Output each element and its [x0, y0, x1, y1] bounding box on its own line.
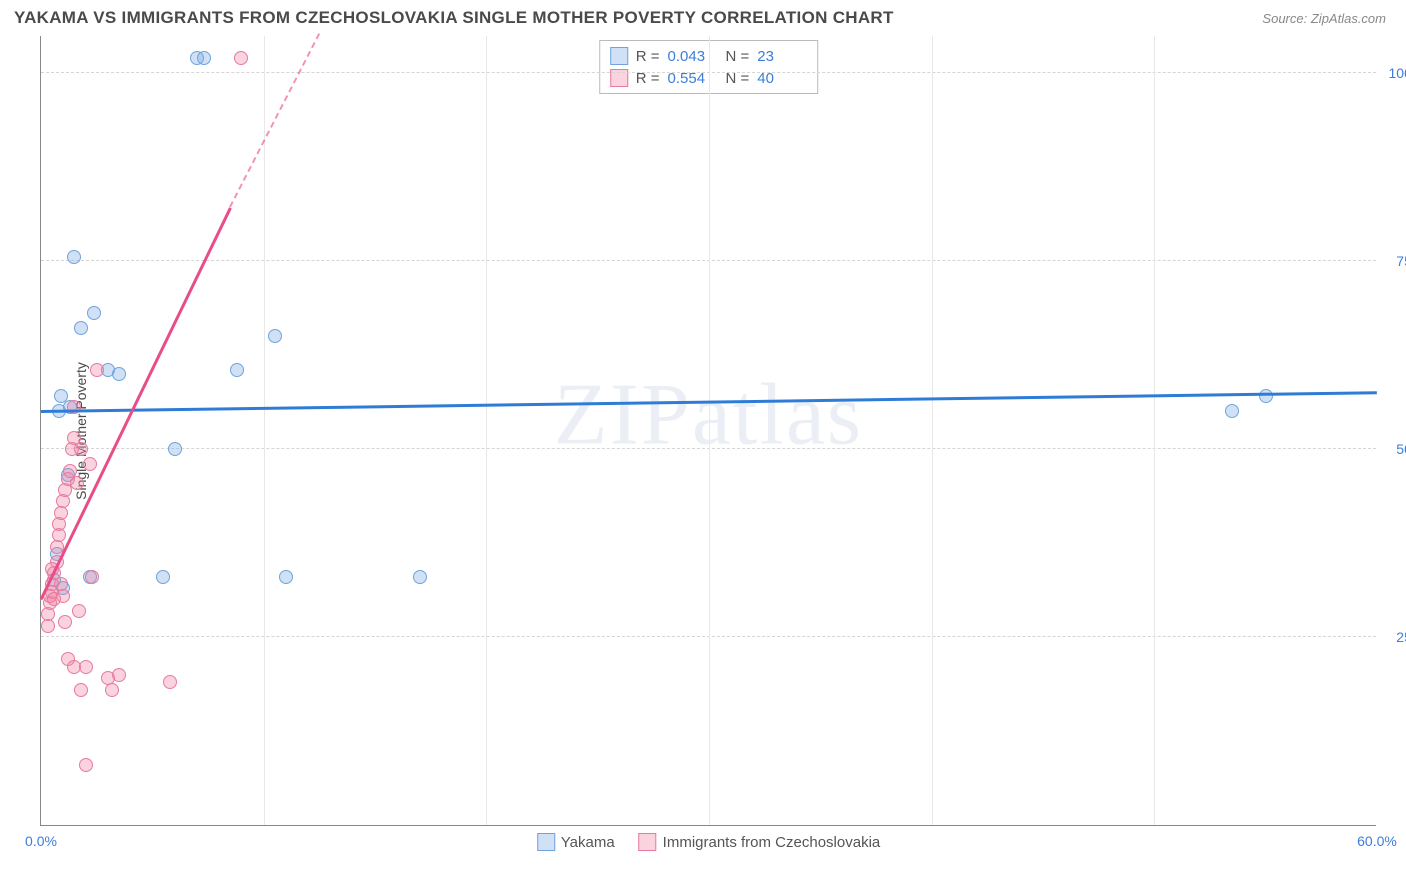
- data-point: [56, 589, 70, 603]
- data-point: [105, 683, 119, 697]
- chart-container: Single Mother Poverty ZIPatlas R = 0.043…: [40, 36, 1386, 826]
- y-tick-label: 25.0%: [1381, 629, 1406, 645]
- legend-swatch-bottom-2: [639, 833, 657, 851]
- gridline-v: [264, 36, 265, 825]
- series-legend: Yakama Immigrants from Czechoslovakia: [537, 833, 881, 851]
- data-point: [112, 668, 126, 682]
- gridline-v: [709, 36, 710, 825]
- gridline-v: [1154, 36, 1155, 825]
- data-point: [1259, 389, 1273, 403]
- y-tick-label: 50.0%: [1381, 441, 1406, 457]
- data-point: [279, 570, 293, 584]
- data-point: [79, 758, 93, 772]
- legend-swatch-1: [610, 47, 628, 65]
- x-tick-label: 60.0%: [1357, 833, 1397, 849]
- y-tick-label: 100.0%: [1381, 65, 1406, 81]
- data-point: [1225, 404, 1239, 418]
- data-point: [163, 675, 177, 689]
- x-tick-label: 0.0%: [25, 833, 57, 849]
- data-point: [87, 306, 101, 320]
- chart-title: YAKAMA VS IMMIGRANTS FROM CZECHOSLOVAKIA…: [14, 8, 894, 28]
- data-point: [268, 329, 282, 343]
- data-point: [85, 570, 99, 584]
- data-point: [74, 683, 88, 697]
- legend-label-2: Immigrants from Czechoslovakia: [663, 834, 881, 851]
- chart-source: Source: ZipAtlas.com: [1262, 11, 1386, 26]
- chart-header: YAKAMA VS IMMIGRANTS FROM CZECHOSLOVAKIA…: [0, 0, 1406, 32]
- legend-swatch-bottom-1: [537, 833, 555, 851]
- n-label: N =: [726, 48, 750, 65]
- data-point: [168, 442, 182, 456]
- legend-label-1: Yakama: [561, 834, 615, 851]
- data-point: [230, 363, 244, 377]
- r-value-1: 0.043: [668, 48, 718, 65]
- n-value-1: 23: [757, 48, 807, 65]
- data-point: [156, 570, 170, 584]
- legend-item-1: Yakama: [537, 833, 615, 851]
- data-point: [112, 367, 126, 381]
- plot-area: ZIPatlas R = 0.043 N = 23 R = 0.554 N = …: [40, 36, 1376, 826]
- legend-item-2: Immigrants from Czechoslovakia: [639, 833, 881, 851]
- r-label: R =: [636, 48, 660, 65]
- data-point: [234, 51, 248, 65]
- data-point: [83, 457, 97, 471]
- data-point: [413, 570, 427, 584]
- data-point: [70, 476, 84, 490]
- data-point: [72, 604, 86, 618]
- data-point: [74, 321, 88, 335]
- data-point: [74, 442, 88, 456]
- source-value: ZipAtlas.com: [1311, 11, 1386, 26]
- data-point: [58, 615, 72, 629]
- y-tick-label: 75.0%: [1381, 253, 1406, 269]
- data-point: [90, 363, 104, 377]
- data-point: [197, 51, 211, 65]
- data-point: [67, 250, 81, 264]
- data-point: [79, 660, 93, 674]
- source-label: Source:: [1262, 11, 1307, 26]
- gridline-v: [486, 36, 487, 825]
- gridline-v: [932, 36, 933, 825]
